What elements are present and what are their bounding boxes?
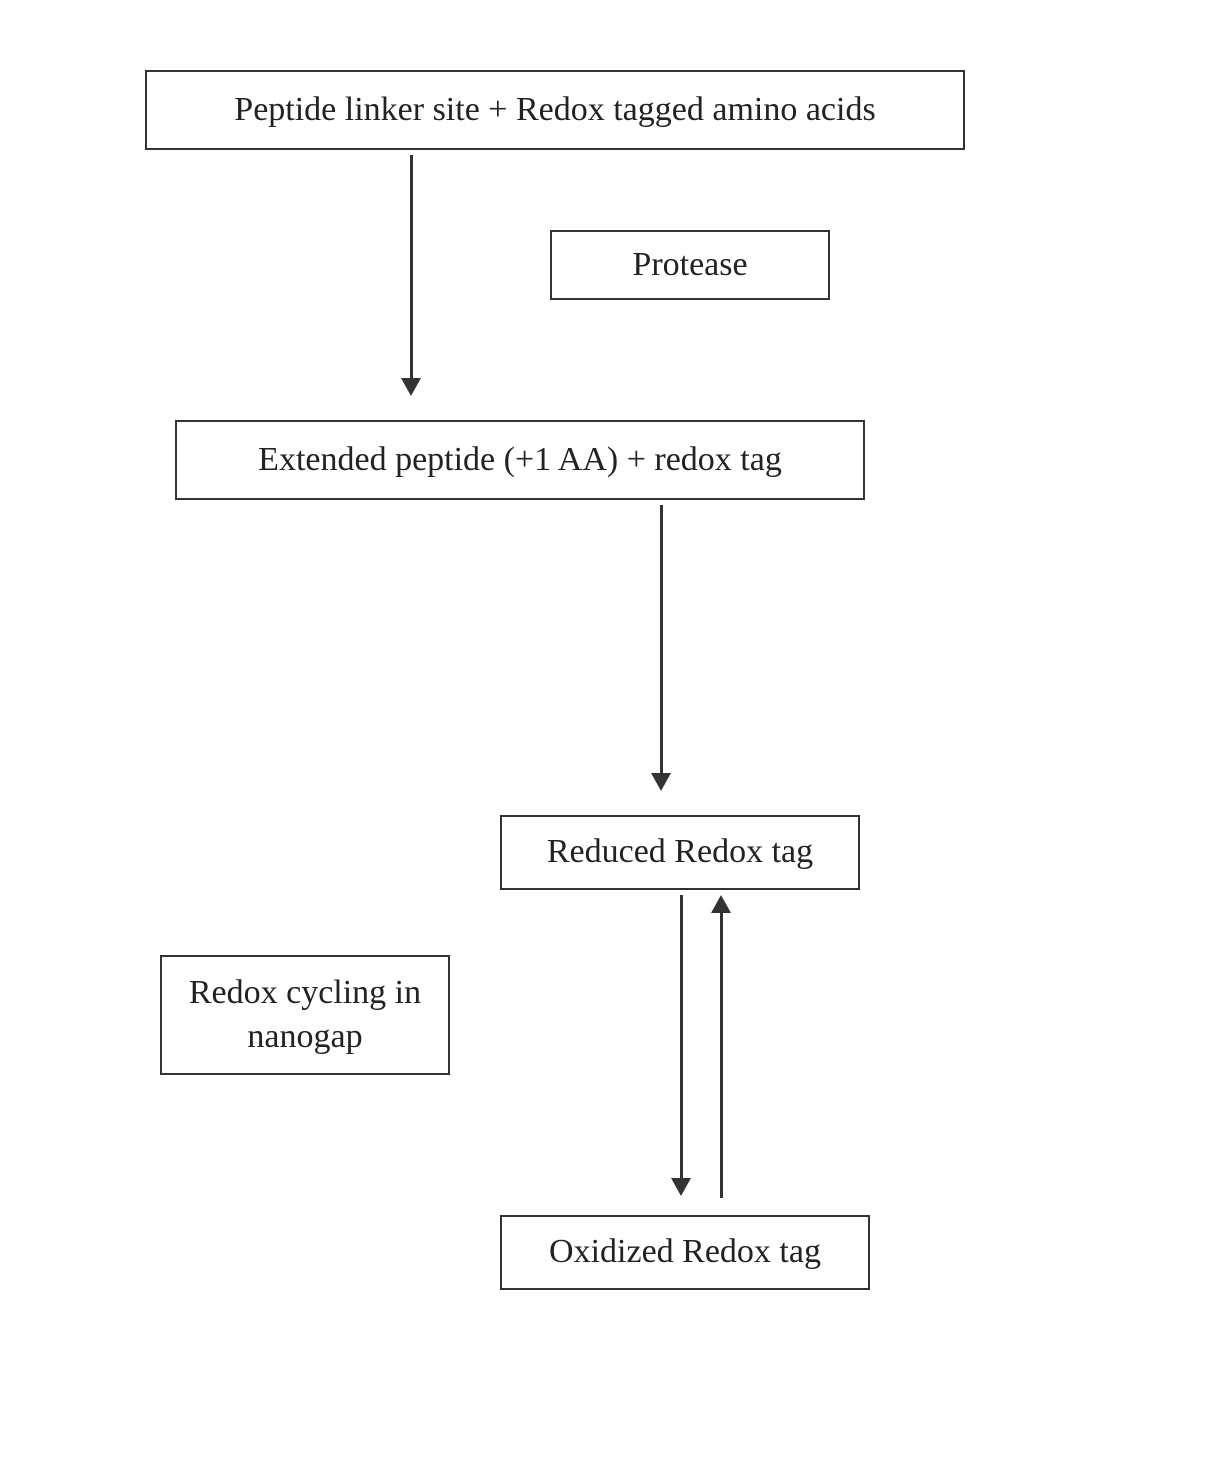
node-protease-label: Protease <box>632 243 747 287</box>
arrow-2-head <box>651 773 671 791</box>
double-arrow-up-head <box>711 895 731 913</box>
double-arrow-down-head <box>671 1178 691 1196</box>
node-oxidized-label: Oxidized Redox tag <box>549 1230 821 1274</box>
double-arrow-up-line <box>720 913 723 1198</box>
node-reduced-label: Reduced Redox tag <box>547 830 813 874</box>
node-step1: Peptide linker site + Redox tagged amino… <box>145 70 965 150</box>
arrow-1-head <box>401 378 421 396</box>
arrow-1-line <box>410 155 413 380</box>
node-protease: Protease <box>550 230 830 300</box>
node-reduced: Reduced Redox tag <box>500 815 860 890</box>
node-step2: Extended peptide (+1 AA) + redox tag <box>175 420 865 500</box>
double-arrow-down-line <box>680 895 683 1180</box>
arrow-2-line <box>660 505 663 775</box>
node-step1-label: Peptide linker site + Redox tagged amino… <box>234 88 875 132</box>
node-redox-cycling: Redox cycling in nanogap <box>160 955 450 1075</box>
node-step2-label: Extended peptide (+1 AA) + redox tag <box>258 438 782 482</box>
node-redox-cycling-label: Redox cycling in nanogap <box>182 971 428 1059</box>
node-oxidized: Oxidized Redox tag <box>500 1215 870 1290</box>
